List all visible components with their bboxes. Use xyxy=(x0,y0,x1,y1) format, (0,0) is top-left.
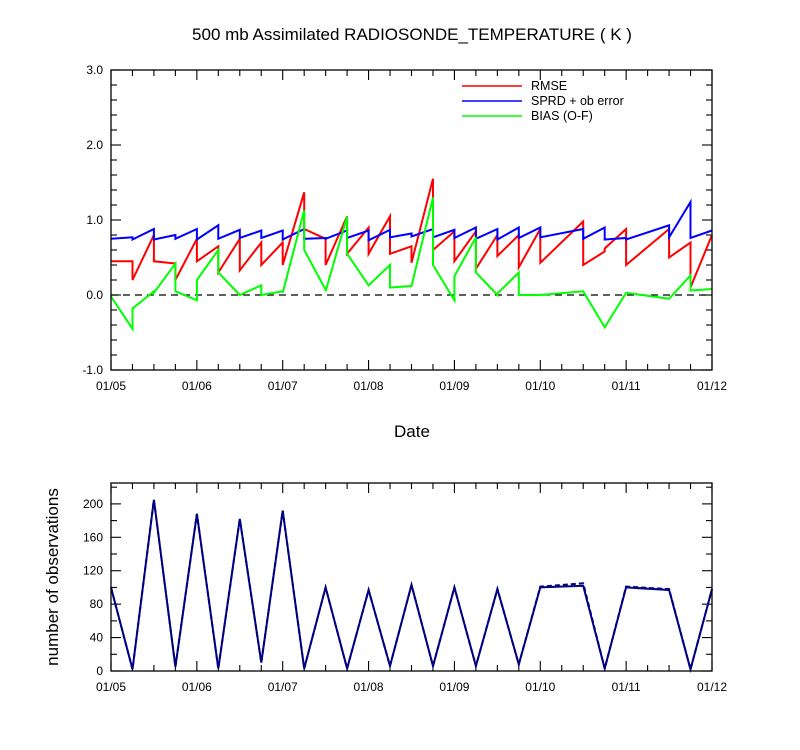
x-tick-label: 01/07 xyxy=(268,680,298,694)
x-tick-label: 01/08 xyxy=(354,379,384,393)
x-axis-label: Date xyxy=(394,422,430,441)
x-tick-label: 01/06 xyxy=(182,379,212,393)
x-tick-label: 01/07 xyxy=(268,379,298,393)
x-tick-label: 01/12 xyxy=(697,680,727,694)
y-tick-label: 0 xyxy=(96,664,103,678)
x-tick-label: 01/06 xyxy=(182,680,212,694)
x-tick-label: 01/08 xyxy=(354,680,384,694)
top-panel-ticks: 01/05 01/06 01/07 01/08 01/09 01/10 01/11 01/12… xyxy=(82,63,727,393)
chart-title: 500 mb Assimilated RADIOSONDE_TEMPERATUR… xyxy=(192,25,632,44)
x-tick-label: 01/11 xyxy=(612,680,641,694)
legend-label-sprd-ob-error: SPRD + ob error xyxy=(531,94,624,108)
y-tick-label: -1.0 xyxy=(82,363,103,377)
y-tick-label: 1.0 xyxy=(86,213,103,227)
x-tick-label: 01/12 xyxy=(697,379,727,393)
y-tick-label: 200 xyxy=(83,497,103,511)
y-tick-label: 160 xyxy=(83,530,103,544)
legend-label-rmse: RMSE xyxy=(531,79,567,93)
series-line-observations-dashed xyxy=(110,499,713,674)
x-tick-label: 01/09 xyxy=(439,680,469,694)
observation-count-panel: 01/05 01/06 01/07 01/08 01/09 01/10 01/11 01/12… xyxy=(83,482,727,694)
x-tick-label: 01/05 xyxy=(96,680,126,694)
y-tick-label: 0.0 xyxy=(86,288,103,302)
legend-label-bias-o-f: BIAS (O-F) xyxy=(531,109,593,123)
y-tick-label: 120 xyxy=(83,564,103,578)
y-tick-label: 80 xyxy=(90,597,104,611)
top-panel-series xyxy=(110,178,713,333)
x-tick-label: 01/09 xyxy=(439,379,469,393)
bottom-panel-series xyxy=(110,499,713,674)
bottom-panel-frame xyxy=(110,482,713,672)
x-tick-label: 01/11 xyxy=(612,379,641,393)
top-panel-frame xyxy=(110,69,713,371)
series-line-observations-solid xyxy=(110,499,713,674)
x-tick-label: 01/10 xyxy=(525,680,555,694)
series-line-sprd-ob-error xyxy=(110,198,713,242)
y-tick-label: 2.0 xyxy=(86,138,103,152)
series-line-bias-o-f xyxy=(110,197,713,333)
x-tick-label: 01/05 xyxy=(96,379,126,393)
bias-rmse-panel: 01/05 01/06 01/07 01/08 01/09 01/10 01/11 01/12… xyxy=(82,63,727,393)
y-tick-label: 40 xyxy=(90,631,104,645)
y-axis-label-observations: number of observations xyxy=(43,488,62,666)
y-tick-label: 3.0 xyxy=(86,63,103,77)
x-tick-label: 01/10 xyxy=(525,379,555,393)
